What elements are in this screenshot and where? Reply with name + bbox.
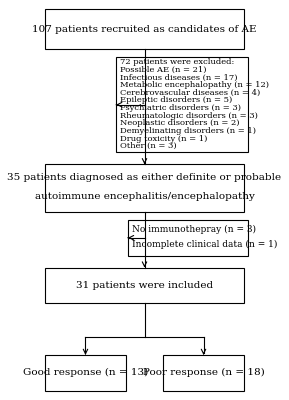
Text: No immunothepray (n = 3): No immunothepray (n = 3) (131, 225, 255, 234)
Text: Epileptic disorders (n = 5): Epileptic disorders (n = 5) (120, 96, 232, 104)
Text: Demyelinating disorders (n = 1): Demyelinating disorders (n = 1) (120, 127, 256, 135)
FancyBboxPatch shape (45, 9, 244, 49)
Text: Psychiatric disorders (n = 3): Psychiatric disorders (n = 3) (120, 104, 241, 112)
FancyBboxPatch shape (163, 355, 244, 391)
Text: autoimmune encephalitis/encephalopathy: autoimmune encephalitis/encephalopathy (35, 192, 254, 201)
Text: Rheumatologic disorders (n = 3): Rheumatologic disorders (n = 3) (120, 112, 257, 120)
Text: 31 patients were included: 31 patients were included (76, 281, 213, 290)
FancyBboxPatch shape (45, 355, 126, 391)
Text: 72 patients were excluded:: 72 patients were excluded: (120, 58, 234, 66)
Text: Drug toxicity (n = 1): Drug toxicity (n = 1) (120, 135, 207, 143)
Text: Good response (n = 13): Good response (n = 13) (23, 368, 148, 377)
Text: Incomplete clinical data (n = 1): Incomplete clinical data (n = 1) (131, 240, 277, 249)
Text: Neoplastic disorders (n = 2): Neoplastic disorders (n = 2) (120, 119, 239, 127)
Text: 107 patients recruited as candidates of AE: 107 patients recruited as candidates of … (32, 25, 257, 34)
Text: Cerebrovascular diseases (n = 4): Cerebrovascular diseases (n = 4) (120, 89, 260, 97)
Text: 35 patients diagnosed as either definite or probable: 35 patients diagnosed as either definite… (8, 173, 281, 182)
Text: Metabolic encephalopathy (n = 12): Metabolic encephalopathy (n = 12) (120, 81, 269, 89)
FancyBboxPatch shape (45, 268, 244, 303)
FancyBboxPatch shape (128, 220, 248, 256)
Text: Other (n = 3): Other (n = 3) (120, 142, 176, 150)
Text: Poor response (n = 18): Poor response (n = 18) (143, 368, 264, 377)
FancyBboxPatch shape (116, 57, 248, 152)
Text: Possible AE (n = 21): Possible AE (n = 21) (120, 66, 206, 74)
FancyBboxPatch shape (45, 164, 244, 212)
Text: Infectious diseases (n = 17): Infectious diseases (n = 17) (120, 74, 237, 82)
